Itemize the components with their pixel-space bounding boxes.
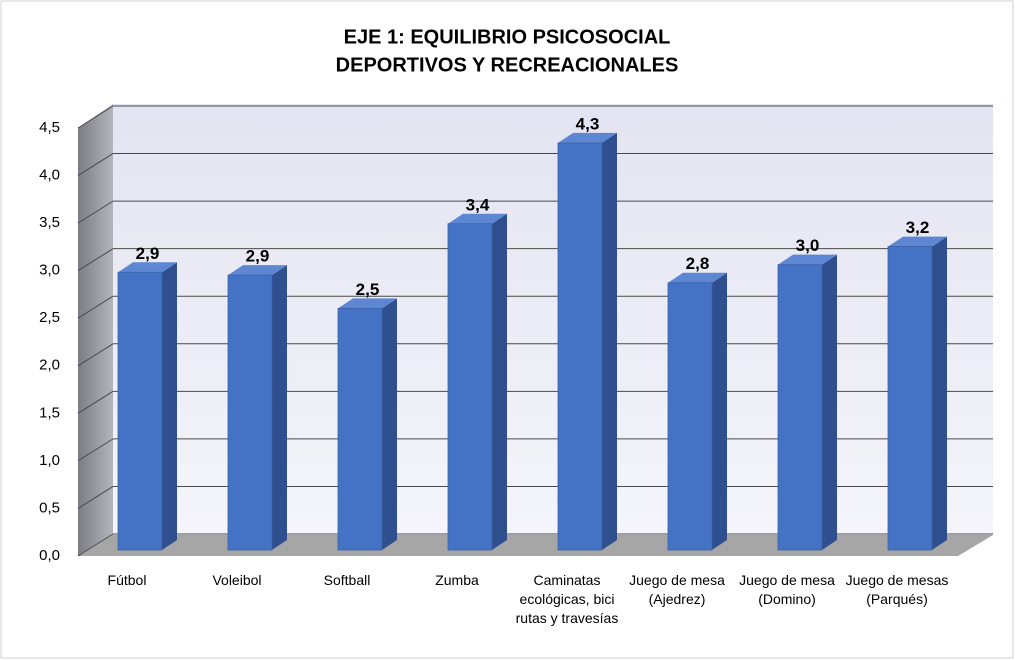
chart-title: EJE 1: EQUILIBRIO PSICOSOCIAL (344, 26, 671, 48)
bar-side (822, 254, 837, 550)
bar (117, 271, 163, 551)
bar-side (492, 213, 507, 550)
y-tick-label: 3,0 (39, 262, 60, 279)
y-tick-label: 4,5 (39, 119, 60, 136)
x-tick-label: Fútbol (107, 572, 147, 588)
bar-side (382, 298, 397, 550)
x-tick-label: Softball (323, 572, 371, 588)
grid-line (77, 200, 114, 224)
data-label: 3,2 (906, 218, 930, 237)
y-tick-label: 2,0 (39, 357, 60, 374)
bar-top (558, 132, 617, 143)
bar (667, 282, 713, 551)
back-wall (113, 104, 993, 535)
y-tick-label: 0,0 (39, 547, 60, 564)
grid-line (77, 343, 114, 367)
bar-top (118, 262, 177, 273)
bar-side (712, 272, 727, 550)
data-label: 2,5 (356, 280, 380, 299)
data-label: 3,0 (796, 236, 820, 255)
grid-line (77, 295, 114, 319)
bar (337, 308, 383, 551)
x-tick-label: Juego de mesa (Domino) (739, 572, 835, 607)
x-tick-label: Juego de mesas (Parqués) (845, 572, 949, 607)
x-tick-label: Juego de mesa (Ajedrez) (629, 572, 725, 607)
bar-top (338, 298, 397, 309)
y-tick-label: 2,5 (39, 309, 60, 326)
bar (557, 142, 603, 551)
y-tick-label: 0,5 (39, 499, 60, 516)
grid-line (77, 248, 114, 272)
bar (447, 223, 493, 551)
bar-side (932, 236, 947, 550)
chart-title: DEPORTIVOS Y RECREACIONALES (336, 54, 679, 76)
data-label: 2,8 (686, 254, 710, 273)
data-label: 4,3 (576, 114, 600, 133)
grid-line (77, 533, 114, 557)
data-label: 2,9 (136, 244, 160, 263)
bar-top (778, 254, 837, 265)
x-tick-label: Zumba (435, 572, 479, 588)
bar-top (668, 272, 727, 283)
x-tick-label: Voleibol (212, 572, 262, 588)
bar-top (448, 213, 507, 224)
grid-line (77, 390, 114, 414)
x-tick-label: Caminatas ecológicas, bici rutas y trave… (515, 572, 619, 626)
grid-line (77, 486, 114, 509)
y-tick-label: 1,0 (39, 452, 60, 469)
bar-side (272, 265, 287, 550)
y-tick-label: 4,0 (39, 167, 60, 184)
y-tick-label: 3,5 (39, 214, 60, 231)
bar (887, 246, 933, 551)
grid-line (77, 438, 114, 462)
floor (78, 535, 993, 556)
bar (227, 274, 273, 551)
grid-line (77, 105, 114, 129)
y-tick-label: 1,5 (39, 404, 60, 421)
bar-top (888, 236, 947, 247)
grid-line (77, 153, 114, 176)
data-label: 2,9 (246, 247, 270, 266)
bar-top (228, 265, 287, 276)
bar (777, 264, 823, 551)
bar-side (162, 262, 177, 550)
bar-side (602, 132, 617, 550)
side-wall (78, 104, 113, 556)
data-label: 3,4 (466, 195, 490, 214)
